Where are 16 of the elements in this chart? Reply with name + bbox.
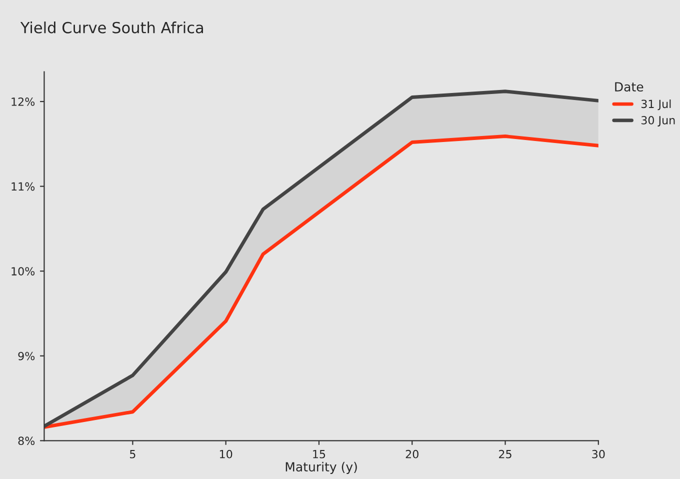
y-tick-label: 11% — [12, 182, 35, 191]
x-axis-title: Maturity (y) — [286, 462, 357, 474]
x-tick-label: 30 — [592, 450, 605, 458]
x-tick-label: 10 — [220, 450, 232, 458]
legend-title: Date — [615, 82, 644, 92]
y-tick-label: 9% — [18, 352, 35, 360]
legend-label: 31 Jul — [641, 100, 671, 110]
chart-title: Yield Curve South Africa — [20, 22, 203, 34]
y-tick-label: 10% — [12, 267, 35, 276]
y-tick-label: 12% — [12, 98, 35, 106]
x-tick-label: 15 — [313, 450, 326, 458]
x-tick-label: 25 — [499, 450, 512, 458]
legend-label: 30 Jun — [641, 116, 675, 126]
x-tick-label: 5 — [130, 450, 136, 458]
x-tick-label: 20 — [406, 450, 418, 458]
y-tick-label: 8% — [18, 436, 35, 446]
